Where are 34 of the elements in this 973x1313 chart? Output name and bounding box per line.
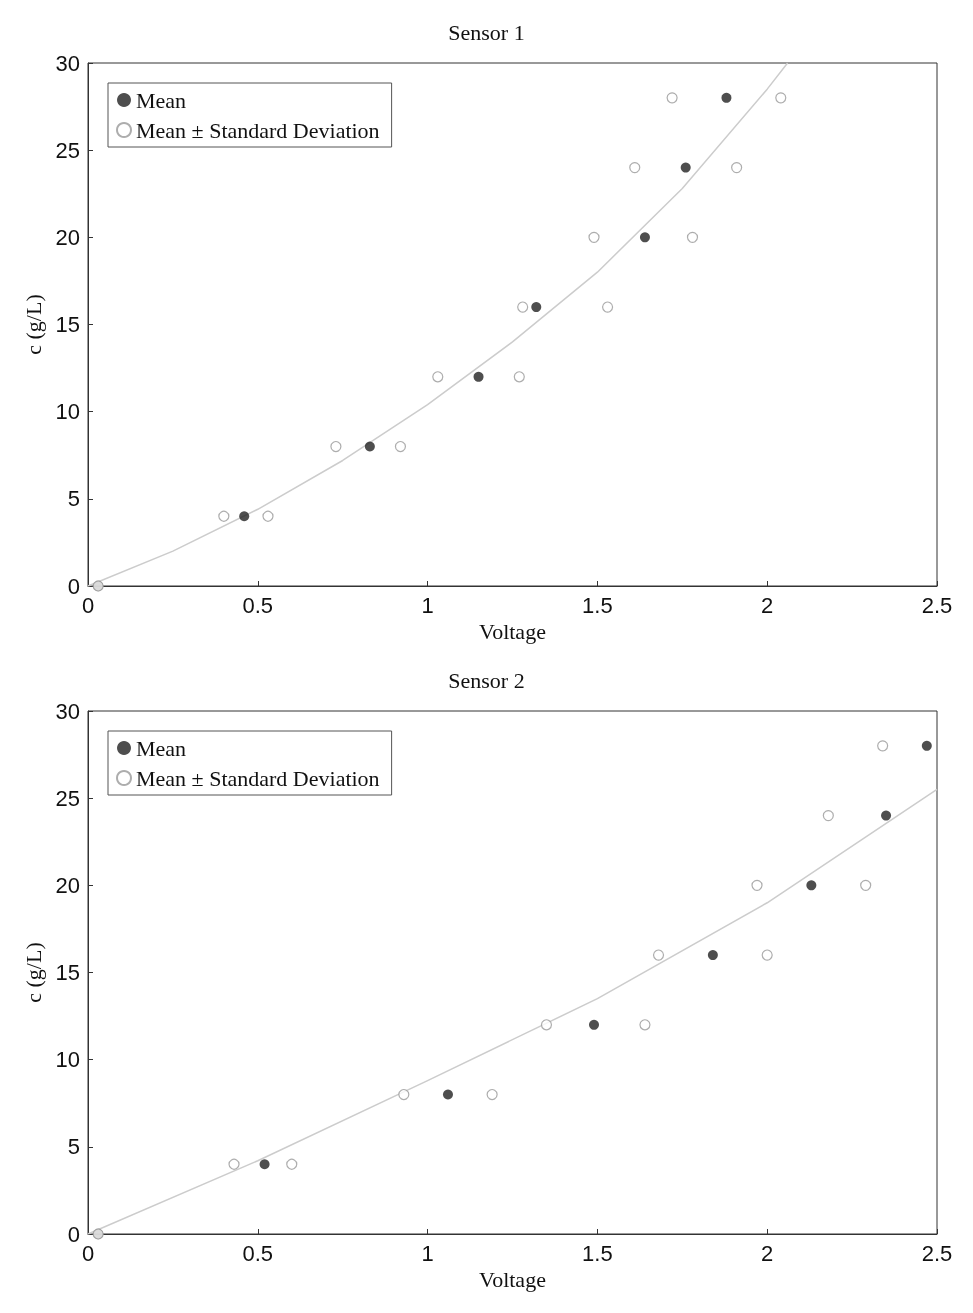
y-tick-label: 10 [55, 1047, 80, 1073]
x-tick-label: 2 [761, 1240, 774, 1266]
y-tick-label: 25 [55, 785, 80, 811]
legend-label: Mean [136, 87, 187, 113]
y-tick-label: 0 [67, 1221, 80, 1247]
y-tick-label: 15 [55, 312, 80, 337]
x-tick-label: 2.5 [921, 592, 953, 618]
x-tick-label: 2.5 [921, 1240, 953, 1266]
y-axis-title: c (g/L) [21, 294, 47, 355]
y-tick-label: 10 [55, 399, 80, 425]
x-axis-title: Voltage [479, 619, 546, 645]
legend-label: Mean ± Standard Deviation [136, 117, 380, 143]
y-tick-label: 20 [55, 224, 80, 250]
x-tick-label: 2 [761, 592, 774, 618]
y-tick-label: 25 [55, 137, 80, 163]
legend-label: Mean ± Standard Deviation [136, 765, 380, 791]
y-tick-label: 15 [55, 960, 80, 985]
legend-label: Mean [136, 735, 187, 761]
y-tick-label: 5 [67, 1134, 80, 1160]
x-tick-label: 1.5 [582, 592, 613, 618]
y-tick-label: 0 [67, 573, 80, 599]
y-axis-title: c (g/L) [21, 942, 47, 1003]
x-tick-label: 1 [421, 592, 434, 618]
x-tick-label: 1.5 [582, 1240, 613, 1266]
y-tick-label: 5 [67, 486, 80, 512]
y-tick-label: 20 [55, 872, 80, 898]
chart-title: Sensor 1 [448, 19, 525, 45]
y-tick-label: 30 [55, 50, 80, 76]
x-axis-title: Voltage [479, 1267, 546, 1293]
x-tick-label: 1 [421, 1240, 434, 1266]
y-tick-label: 30 [55, 698, 80, 724]
chart-title: Sensor 2 [448, 667, 525, 693]
x-tick-label: 0.5 [242, 592, 274, 618]
x-tick-label: 0.5 [242, 1240, 274, 1266]
